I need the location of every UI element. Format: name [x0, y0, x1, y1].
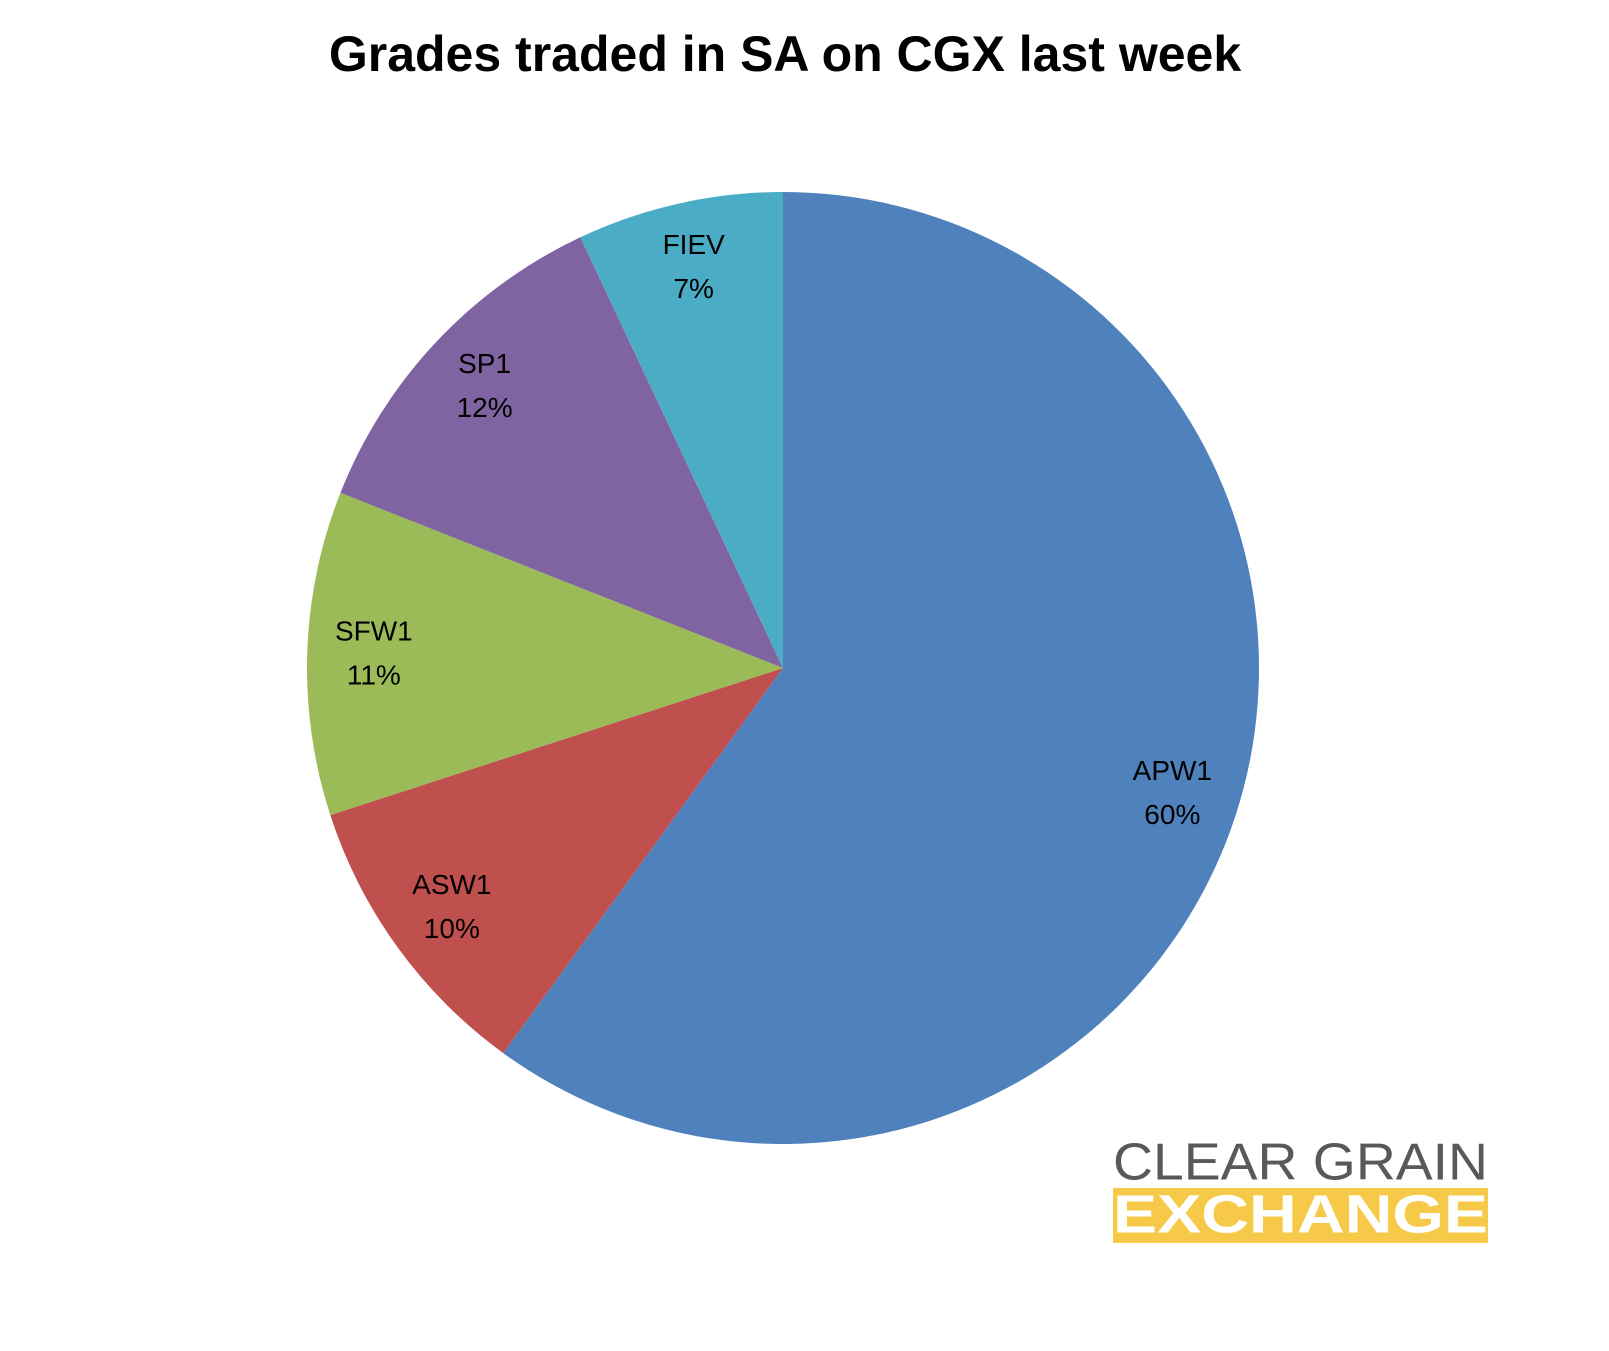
slice-label: SFW1: [335, 616, 413, 647]
value-label: 7%: [673, 273, 713, 304]
value-label: 60%: [1144, 799, 1200, 830]
pie-slice: [330, 668, 783, 1054]
value-label: 12%: [457, 392, 513, 423]
slice-label: ASW1: [412, 869, 491, 900]
logo-line1: CLEAR GRAIN: [1113, 1134, 1488, 1192]
pie-slice: [503, 192, 1260, 1144]
pie-slice: [340, 237, 783, 669]
chart-title: Grades traded in SA on CGX last week: [329, 26, 1241, 82]
pie: APW1 60% ASW1 10% SFW1 11% SP1 12% FIEV 7%: [307, 192, 1260, 1144]
slice-label: APW1: [1133, 755, 1212, 786]
value-label: 10%: [424, 913, 480, 944]
logo-line2: EXCHANGE: [1113, 1184, 1488, 1244]
pie-slice: [580, 192, 783, 668]
value-label: 11%: [347, 660, 401, 691]
pie-slice: [307, 492, 783, 816]
slice-label: FIEV: [663, 229, 726, 260]
slice-label: SP1: [458, 348, 511, 379]
logo-band: [1113, 1188, 1488, 1243]
